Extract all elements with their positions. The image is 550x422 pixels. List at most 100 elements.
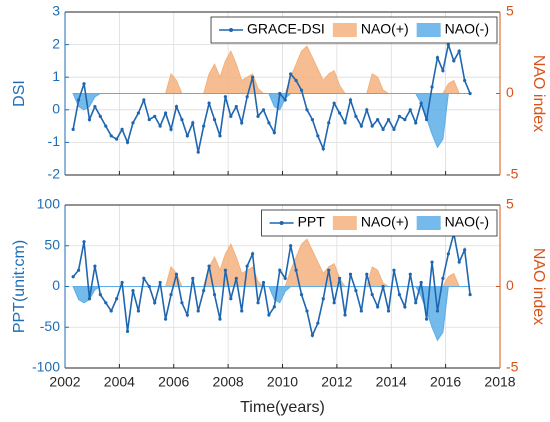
marker: [229, 114, 233, 118]
marker: [430, 260, 434, 264]
marker: [354, 288, 358, 293]
marker: [71, 127, 75, 131]
subplot: -2 -1 0 1 2 3 -5 0 5 DSI NAO index GRACE-DSI NAO(+) N…: [11, 3, 547, 182]
legend-swatch: [416, 216, 441, 230]
marker: [76, 98, 81, 102]
legend-swatch-marker: [279, 221, 284, 225]
marker: [93, 104, 97, 109]
marker: [147, 117, 151, 122]
marker: [397, 114, 402, 118]
y2-tick-label: 0: [506, 277, 514, 293]
marker: [261, 108, 266, 112]
marker: [163, 111, 168, 115]
marker: [223, 268, 228, 272]
marker: [120, 280, 124, 285]
marker: [441, 276, 445, 280]
marker: [207, 101, 211, 105]
marker: [365, 272, 369, 276]
marker: [196, 150, 200, 154]
x-tick-label: 2002: [49, 374, 80, 390]
marker: [348, 272, 353, 276]
x-tick-label: 2012: [321, 374, 352, 390]
marker: [136, 309, 141, 313]
marker: [212, 117, 217, 122]
marker: [109, 134, 113, 138]
marker: [441, 69, 445, 73]
marker: [299, 88, 304, 92]
marker: [294, 78, 298, 83]
y-tick-label: 50: [44, 236, 60, 252]
marker: [115, 297, 119, 301]
marker: [163, 317, 168, 321]
marker: [267, 121, 271, 125]
marker: [337, 111, 342, 115]
legend: PPT NAO(+) NAO(-): [261, 209, 498, 237]
marker: [256, 114, 260, 118]
x-tick-label: 2018: [484, 374, 515, 390]
y-axis-label: PPT(unit:cm): [11, 240, 28, 333]
marker: [272, 305, 276, 309]
marker: [316, 321, 320, 325]
marker: [229, 297, 233, 301]
legend-label: GRACE-DSI: [247, 21, 325, 37]
marker: [424, 117, 429, 122]
marker: [180, 117, 184, 122]
legend-box: [261, 209, 498, 237]
y-tick-label: 1: [52, 68, 60, 84]
marker: [174, 104, 179, 109]
marker: [457, 49, 461, 53]
marker: [245, 95, 249, 99]
x-tick-label: 2010: [267, 374, 298, 390]
marker: [359, 124, 363, 128]
marker: [87, 117, 92, 122]
y2-tick-label: 5: [506, 3, 514, 19]
x-axis-label: Time(years): [240, 399, 325, 416]
marker: [212, 293, 217, 297]
y-tick-label: 2: [52, 35, 60, 51]
marker: [354, 114, 358, 118]
marker: [408, 108, 412, 112]
line: [72, 233, 471, 338]
y-tick-label: 3: [52, 3, 60, 19]
marker: [278, 268, 282, 272]
marker: [147, 284, 151, 289]
marker: [463, 248, 467, 252]
marker: [158, 280, 162, 285]
marker: [386, 309, 391, 313]
marker: [267, 313, 271, 317]
marker: [468, 293, 472, 297]
marker: [299, 293, 304, 297]
marker: [414, 301, 418, 305]
marker: [316, 134, 320, 138]
marker: [365, 108, 369, 112]
marker: [321, 147, 325, 151]
marker: [419, 280, 423, 285]
marker: [196, 309, 200, 313]
marker: [457, 260, 461, 264]
marker: [131, 121, 135, 125]
y2-tick-label: -5: [506, 359, 519, 375]
marker: [403, 305, 407, 309]
marker: [234, 276, 238, 280]
marker: [381, 127, 385, 131]
marker: [452, 59, 456, 63]
y2-tick-label: -5: [506, 166, 519, 182]
marker: [348, 98, 353, 102]
marker: [392, 268, 396, 272]
marker: [256, 301, 260, 305]
marker: [289, 72, 293, 76]
marker: [376, 117, 380, 122]
marker: [131, 288, 135, 293]
y2-tick-label: 0: [506, 84, 514, 100]
y-tick-label: 100: [37, 196, 61, 212]
marker: [191, 121, 195, 125]
y-tick-label: -2: [48, 166, 61, 182]
marker: [419, 101, 423, 105]
marker: [250, 252, 255, 256]
y-tick-label: 0: [52, 101, 60, 117]
marker: [142, 276, 146, 280]
marker: [169, 127, 173, 131]
y-tick-label: -100: [32, 359, 60, 375]
y-tick-label: -1: [48, 133, 61, 149]
legend-label: NAO(-): [445, 214, 489, 230]
